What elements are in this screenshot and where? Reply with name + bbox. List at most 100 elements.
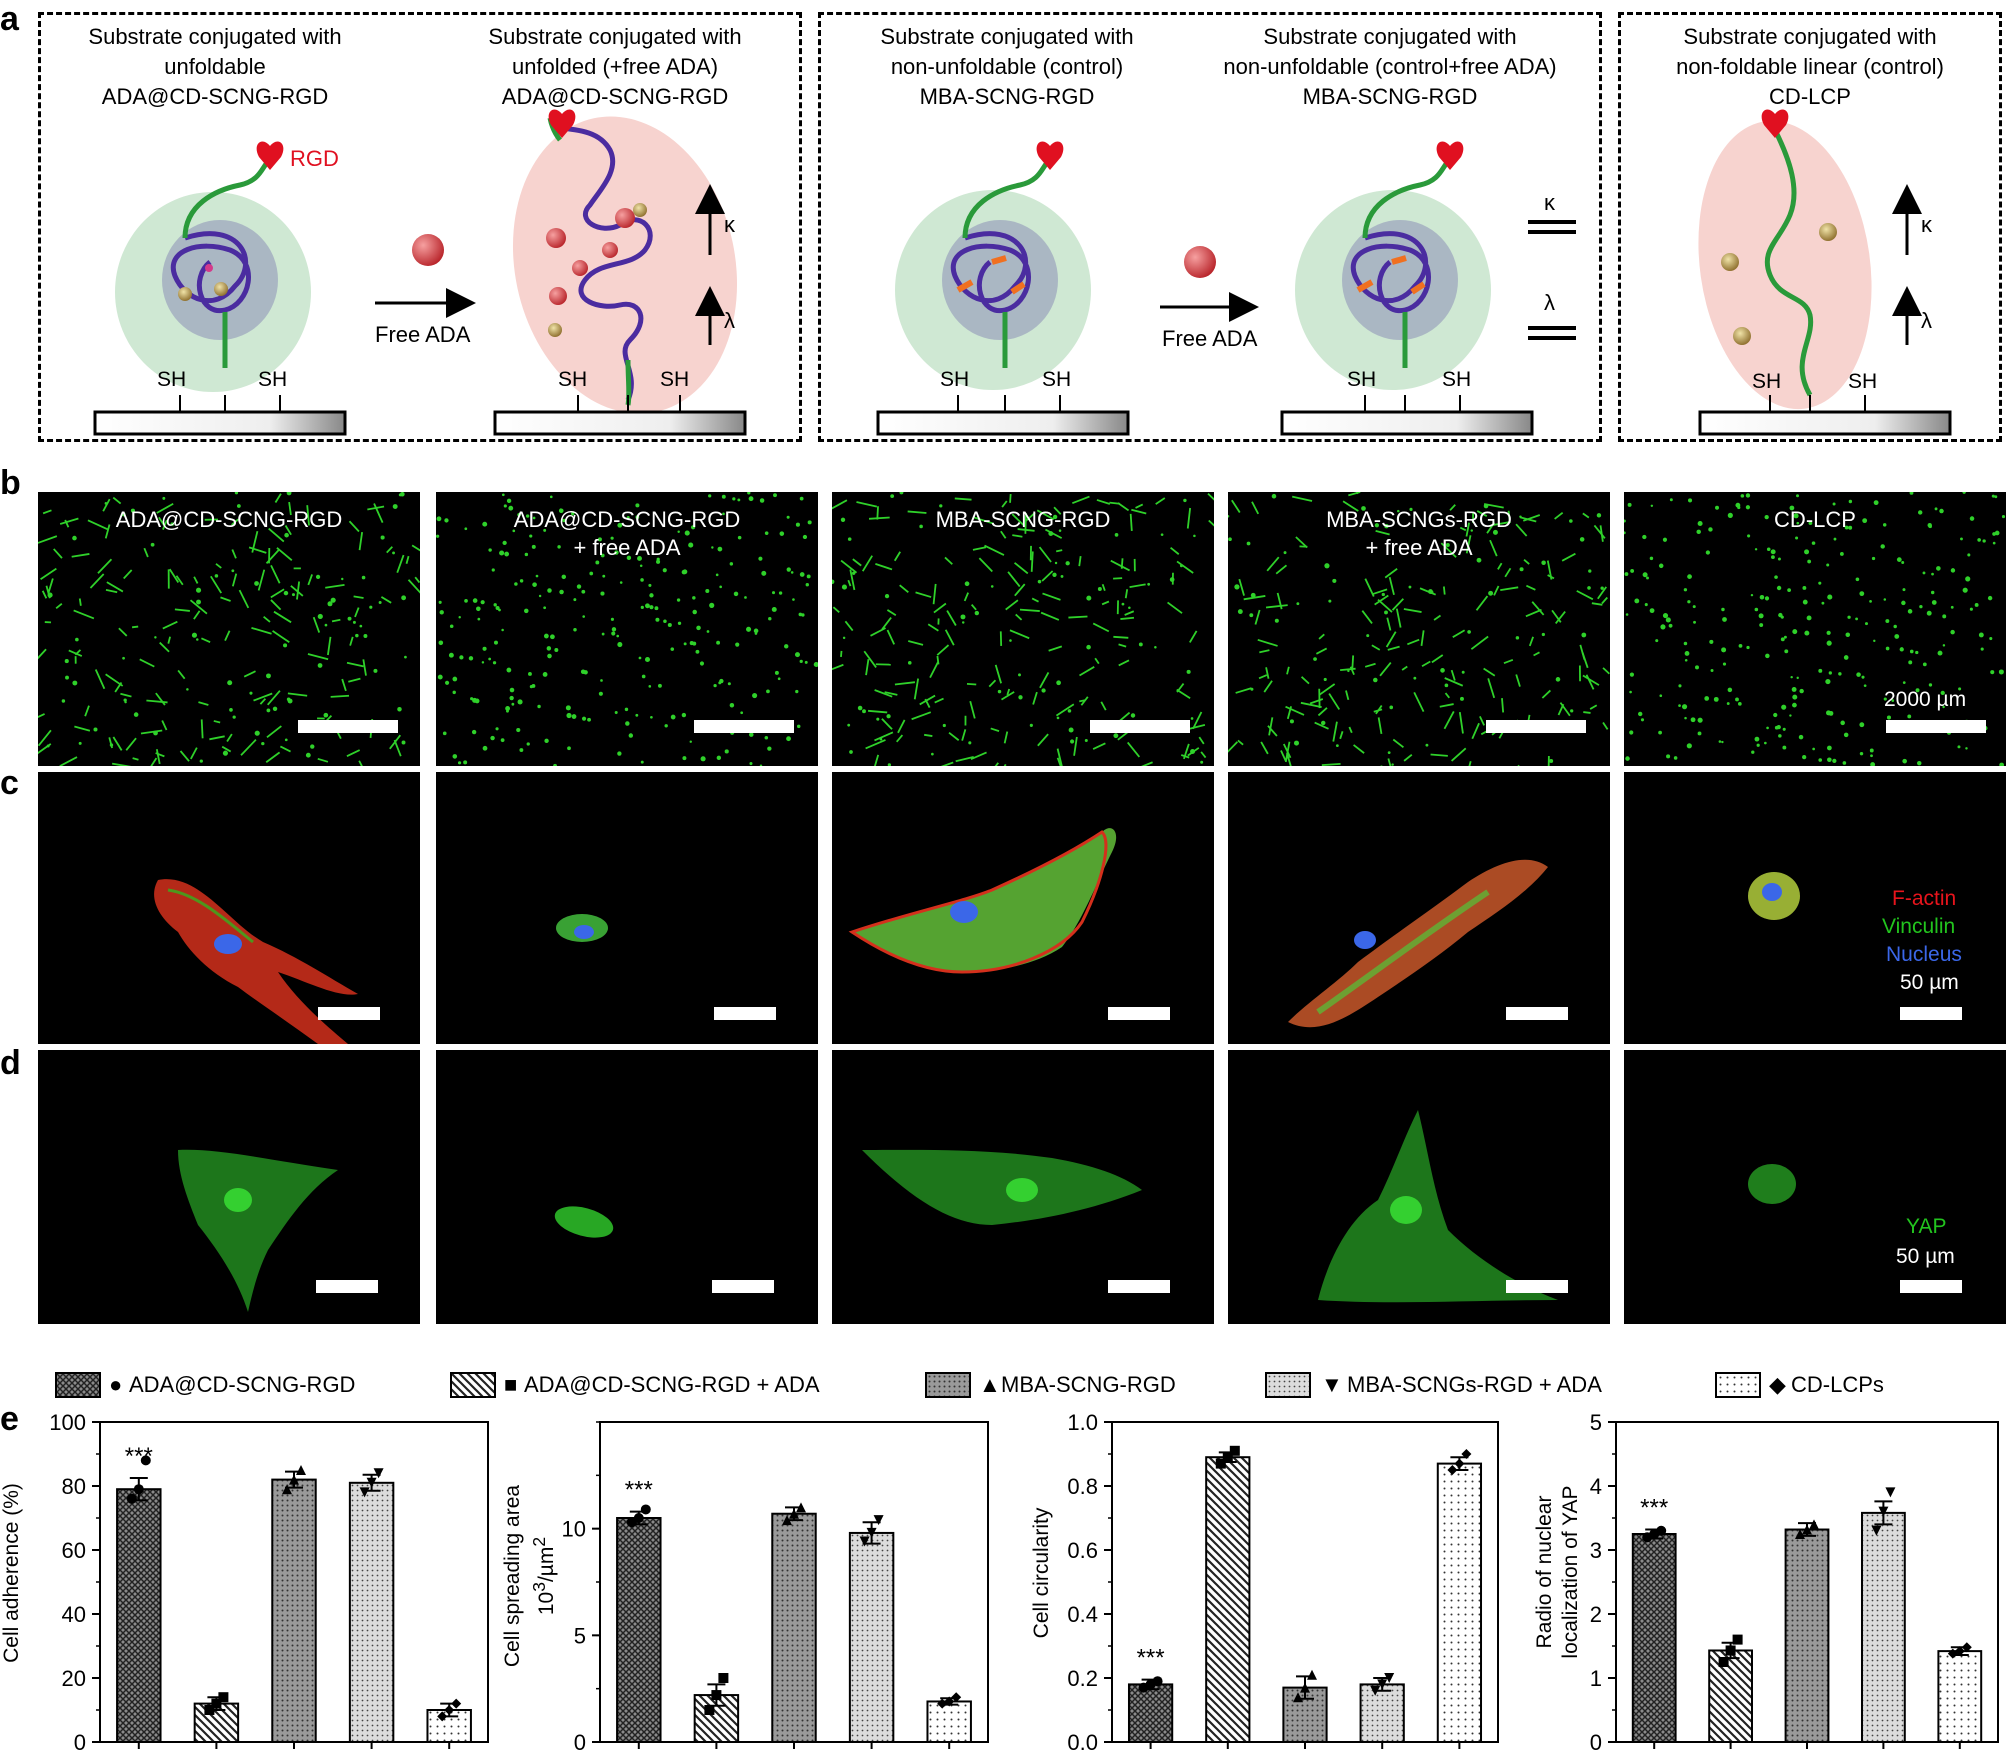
- yap-cell: [1748, 1164, 1796, 1204]
- cell-mark: [1806, 615, 1812, 621]
- cell-mark: [1124, 589, 1129, 599]
- cell-mark: [1690, 717, 1696, 723]
- cell-mark: [617, 522, 623, 528]
- cell-mark: [1555, 610, 1566, 625]
- caption-line: Substrate conjugated with: [1263, 24, 1517, 49]
- cell-mark: [132, 757, 139, 761]
- cell-mark: [1386, 617, 1392, 631]
- cell-mark: [1780, 637, 1785, 642]
- cell-mark: [1962, 587, 1968, 593]
- cell-mark: [1969, 516, 1975, 521]
- data-point: [633, 1513, 644, 1523]
- cell-mark: [1642, 534, 1647, 540]
- cell-mark: [1286, 666, 1290, 675]
- spread-cell: [154, 879, 358, 1044]
- cell-mark: [331, 618, 341, 623]
- cell-mark: [519, 748, 524, 752]
- cell-mark: [287, 692, 308, 697]
- cell-mark: [1650, 504, 1654, 508]
- cell-mark: [1855, 577, 1860, 582]
- data-point: [782, 1515, 792, 1526]
- cell-mark: [1335, 744, 1339, 748]
- data-point: [1370, 1685, 1381, 1696]
- cell-mark: [1625, 756, 1630, 761]
- cell-mark: [886, 609, 897, 617]
- cell-mark: [1507, 510, 1511, 521]
- cell-mark: [1501, 698, 1505, 713]
- cell-mark: [988, 679, 997, 688]
- cell-mark: [1931, 600, 1937, 605]
- cell-mark: [944, 556, 953, 565]
- cell-mark: [1843, 732, 1849, 738]
- cell-mark: [1183, 743, 1190, 760]
- cell-mark: [287, 698, 293, 704]
- cell-mark: [1960, 537, 1963, 541]
- cell-mark: [1283, 551, 1287, 555]
- cell-mark: [549, 495, 553, 499]
- cell-mark: [601, 632, 605, 636]
- data-point: [1718, 1657, 1729, 1667]
- cell-mark: [532, 582, 537, 587]
- cell-mark: [1662, 537, 1668, 542]
- cell-mark: [1541, 560, 1546, 566]
- title-line: + free ADA: [573, 535, 681, 560]
- cell-mark: [861, 555, 873, 572]
- cell-mark: [1747, 534, 1751, 538]
- cell-mark: [1328, 693, 1341, 710]
- cell-mark: [1183, 498, 1187, 503]
- cell-mark: [1726, 702, 1730, 705]
- cell-mark: [1907, 609, 1913, 614]
- cell-mark: [1421, 660, 1431, 668]
- cell-mark: [1588, 569, 1592, 573]
- cell-mark: [865, 739, 886, 750]
- data-point: [1461, 1449, 1472, 1459]
- cell-mark: [1766, 547, 1771, 552]
- rgd-heart-icon: [1036, 141, 1064, 170]
- lambda-label: λ: [724, 308, 735, 333]
- cell-mark: [1818, 581, 1822, 585]
- cell-mark: [1379, 661, 1392, 677]
- cell-mark: [554, 647, 559, 652]
- cell-mark: [1468, 760, 1472, 766]
- cell-mark: [650, 715, 653, 719]
- cell-mark: [1646, 576, 1649, 580]
- y-tick-label: 40: [62, 1602, 86, 1627]
- cell-mark: [122, 656, 125, 660]
- cell-mark: [711, 546, 714, 549]
- cell-mark: [994, 664, 1002, 684]
- sh-label: SH: [1752, 370, 1782, 393]
- cell-mark: [1582, 512, 1590, 519]
- cell-mark: [893, 551, 901, 562]
- cell-mark: [553, 763, 557, 766]
- cell-mark: [498, 608, 501, 612]
- cell-mark: [1883, 697, 1887, 701]
- cell-mark: [849, 750, 853, 754]
- cell-mark: [438, 600, 442, 604]
- cell-mark: [1593, 524, 1606, 539]
- cell-mark: [1364, 662, 1376, 668]
- cell-mark: [645, 603, 650, 609]
- cell-mark: [649, 605, 654, 610]
- cell-mark: [1582, 674, 1600, 686]
- cell-mark: [1003, 731, 1009, 744]
- cell-mark: [111, 762, 132, 766]
- cell-mark: [779, 531, 785, 536]
- cell-mark: [1347, 669, 1350, 673]
- y-axis-label-line: localization of YAP: [1559, 1485, 1582, 1659]
- legend-item-cd-lcps: ◆ CD-LCPs: [1715, 1370, 1975, 1400]
- scale-bar: [1886, 720, 1986, 733]
- cell-mark: [1476, 510, 1488, 517]
- cell-mark: [1068, 615, 1088, 619]
- stain-label-vinculin: Vinculin: [1882, 915, 1956, 938]
- cell-mark: [1745, 493, 1751, 498]
- cell-mark: [327, 636, 332, 656]
- cell-mark: [766, 689, 770, 694]
- cell-mark: [1042, 592, 1061, 601]
- cell-mark: [1673, 756, 1678, 760]
- sh-label: SH: [1848, 370, 1878, 393]
- title-line: ADA@CD-SCNG-RGD: [115, 507, 343, 532]
- scale-bar-label: 50 µm: [1896, 1245, 1955, 1268]
- cell-mark: [1909, 649, 1914, 654]
- cell-mark: [317, 663, 323, 668]
- cell-mark: [1864, 622, 1869, 626]
